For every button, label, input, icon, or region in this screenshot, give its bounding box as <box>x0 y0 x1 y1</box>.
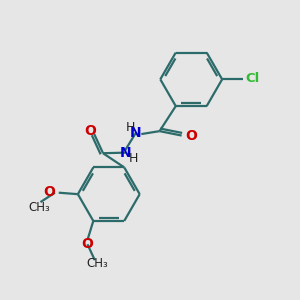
Text: Cl: Cl <box>245 72 260 85</box>
Text: O: O <box>43 185 55 199</box>
Text: H: H <box>125 121 135 134</box>
Text: N: N <box>130 126 142 140</box>
Text: O: O <box>85 124 97 137</box>
Text: O: O <box>82 237 93 251</box>
Text: N: N <box>120 146 131 160</box>
Text: H: H <box>129 152 138 165</box>
Text: CH₃: CH₃ <box>28 201 50 214</box>
Text: CH₃: CH₃ <box>87 257 109 270</box>
Text: O: O <box>185 129 197 142</box>
